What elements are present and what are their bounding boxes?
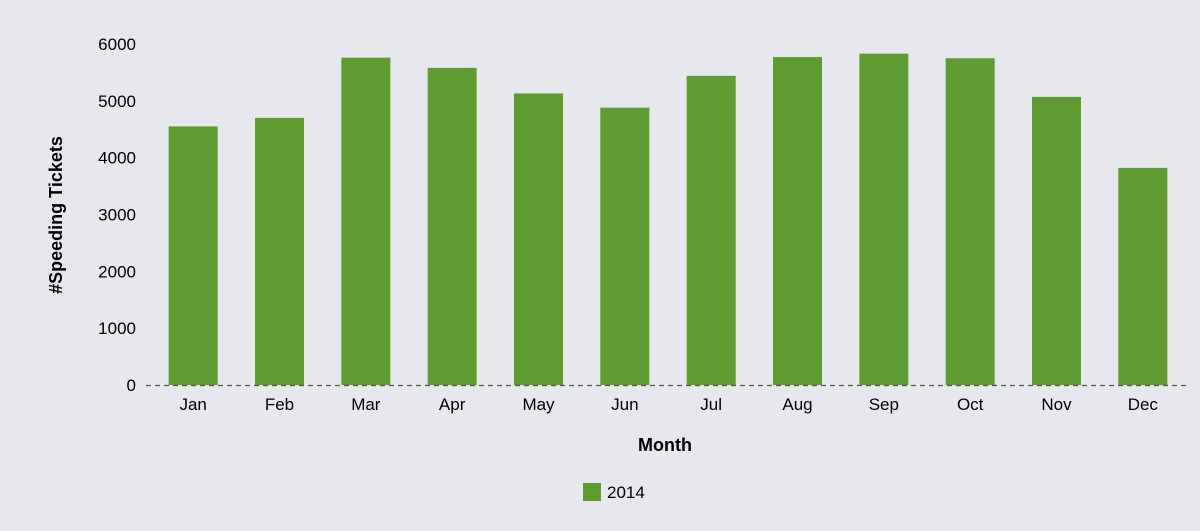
x-tick-label: Aug bbox=[782, 395, 812, 414]
y-tick-label: 5000 bbox=[98, 92, 136, 111]
x-tick-label: Dec bbox=[1128, 395, 1159, 414]
y-tick-label: 6000 bbox=[98, 35, 136, 54]
x-axis-ticks: Jan Feb Mar Apr May Jun Jul Aug Sep Oct Nov Dec bbox=[179, 395, 1158, 414]
legend-label-2014[interactable]: 2014 bbox=[607, 483, 645, 502]
x-tick-label: Jan bbox=[179, 395, 206, 414]
bar-jan[interactable] bbox=[168, 126, 218, 386]
legend[interactable]: 2014 bbox=[583, 483, 645, 502]
legend-swatch-2014[interactable] bbox=[583, 483, 601, 501]
bar-oct[interactable] bbox=[945, 58, 995, 385]
x-tick-label: Jun bbox=[611, 395, 638, 414]
x-tick-label: Nov bbox=[1041, 395, 1072, 414]
bar-sep[interactable] bbox=[859, 53, 909, 385]
x-tick-label: Apr bbox=[439, 395, 466, 414]
x-tick-label: Feb bbox=[265, 395, 294, 414]
y-tick-label: 1000 bbox=[98, 319, 136, 338]
bar-may[interactable] bbox=[514, 93, 563, 385]
x-axis-title: Month bbox=[638, 435, 692, 455]
x-tick-label: Jul bbox=[700, 395, 722, 414]
bar-jul[interactable] bbox=[686, 75, 736, 386]
bar-dec[interactable] bbox=[1118, 167, 1168, 385]
bar-nov[interactable] bbox=[1032, 96, 1081, 385]
x-tick-label: Sep bbox=[869, 395, 899, 414]
bar-aug[interactable] bbox=[773, 57, 822, 386]
x-tick-label: Oct bbox=[957, 395, 984, 414]
y-tick-label: 0 bbox=[127, 376, 136, 395]
y-tick-label: 3000 bbox=[98, 206, 136, 225]
y-tick-label: 4000 bbox=[98, 149, 136, 168]
bar-feb[interactable] bbox=[255, 117, 304, 385]
x-tick-label: Mar bbox=[351, 395, 381, 414]
y-axis-title: #Speeding Tickets bbox=[46, 136, 66, 294]
y-axis-ticks: 0 1000 2000 3000 4000 5000 6000 bbox=[98, 35, 136, 395]
bar-mar[interactable] bbox=[341, 57, 391, 385]
bar-jun[interactable] bbox=[600, 107, 650, 386]
y-tick-label: 2000 bbox=[98, 262, 136, 281]
x-tick-label: May bbox=[522, 395, 555, 414]
bars bbox=[168, 53, 1168, 386]
bar-apr[interactable] bbox=[427, 67, 477, 386]
